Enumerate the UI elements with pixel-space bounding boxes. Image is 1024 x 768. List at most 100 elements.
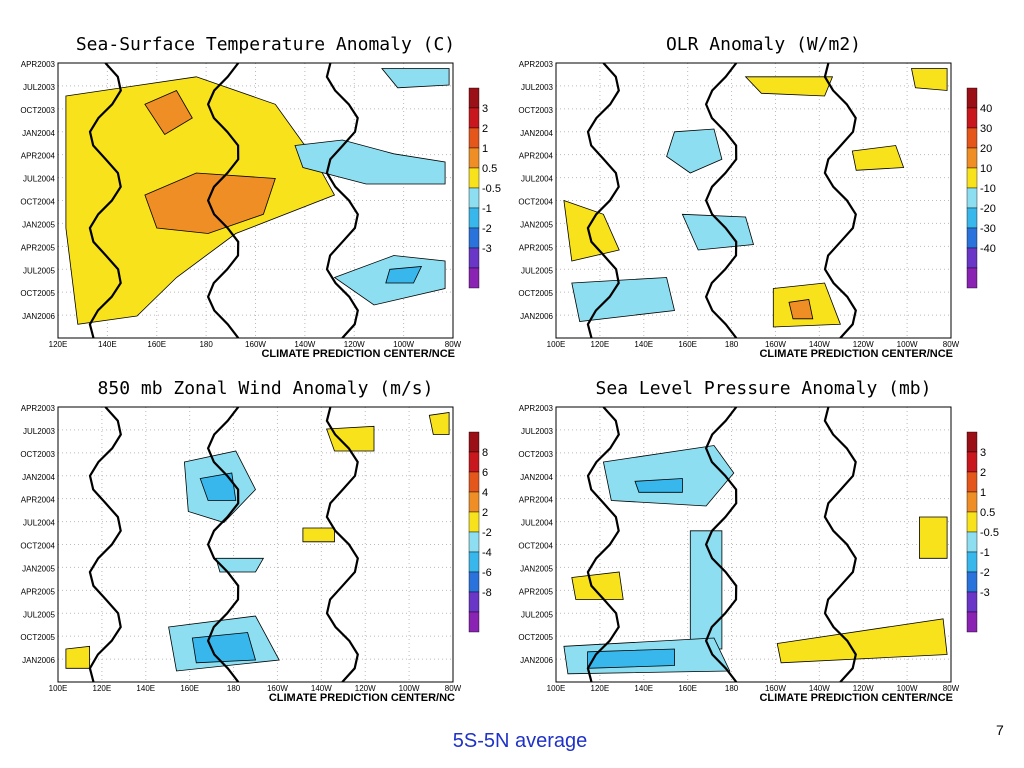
chart2-y-tick-label: APR2004 [21,496,56,505]
chart1-legend-swatch [966,127,978,149]
chart0-legend-label: 1 [482,143,488,155]
chart2-y-tick-label: JAN2006 [22,656,55,665]
chart0-credit: CLIMATE PREDICTION CENTER/NCE [261,348,455,360]
chart1-y-tick-label: OCT2003 [518,106,553,115]
chart3-y-tick-label: OCT2004 [518,542,553,551]
chart0-y-tick-label: APR2003 [21,60,56,69]
chart0-y-tick-label: OCT2004 [20,198,55,207]
chart2-title: 850 mb Zonal Wind Anomaly (m/s) [98,378,434,399]
chart0-legend-label: 3 [482,103,488,115]
chart1-legend-label: -40 [980,243,996,255]
chart-slp: Sea Level Pressure Anomaly (mb) APR2003 JU… [518,378,999,704]
chart3-y-tick-label: OCT2005 [518,633,553,642]
chart0-legend-swatch [468,167,480,189]
chart3-legend-label: 2 [980,467,986,479]
chart3-legend-label: 1 [980,487,986,499]
chart2-y-tick-label: JUL2004 [23,519,56,528]
chart3-x-tick-label: 160E [678,684,697,693]
chart1-anomaly-region [788,299,814,320]
chart0-x-tick-label: 140W [294,340,315,349]
chart3-legend-label: -0.5 [980,527,999,539]
chart0-y-tick-label: APR2004 [21,152,56,161]
chart2-x-tick-label: 100W [399,684,420,693]
chart2-legend-swatch [468,471,480,493]
chart0-legend-swatch [468,267,480,289]
chart1-legend-swatch [966,147,978,169]
chart2-y-tick-label: OCT2003 [20,450,55,459]
chart3-anomaly-region [634,478,683,493]
chart2-y-tick-label: APR2003 [21,404,56,413]
chart3-y-tick-label: JUL2003 [521,427,554,436]
chart0-legend-swatch [468,127,480,149]
chart0-legend-label: 2 [482,123,488,135]
chart1-anomaly-region [571,277,675,322]
chart2-y-tick-label: JUL2003 [23,427,56,436]
chart0-frame [57,62,454,339]
chart2-anomaly-region [65,645,90,669]
chart0-anomaly-region [385,266,423,284]
chart2-x-tick-label: 160W [267,684,288,693]
chart1-legend-swatch [966,207,978,229]
chart3-y-tick-label: JAN2005 [520,564,553,573]
chart3-y-tick-label: OCT2003 [518,450,553,459]
chart0-legend-swatch [468,207,480,229]
chart0-legend-label: -2 [482,223,492,235]
chart1-anomaly-region [911,68,948,91]
chart1-y-tick-label: OCT2004 [518,198,553,207]
chart0-legend-swatch [468,187,480,209]
chart1-frame [555,62,952,339]
chart0-y-tick-label: JAN2006 [22,312,55,321]
chart2-x-tick-label: 100E [49,684,68,693]
chart1-zero-contour [586,63,620,338]
chart1-y-tick-label: OCT2005 [518,289,553,298]
chart2-anomaly-region [302,527,335,543]
chart0-x-tick-label: 120E [49,340,68,349]
chart2-legend-swatch [468,611,480,633]
chart1-x-tick-label: 140W [809,340,830,349]
chart2-zero-contour [325,407,359,682]
chart3-legend-swatch [966,551,978,573]
chart2-frame [57,406,454,683]
chart2-x-tick-label: 120E [93,684,112,693]
chart3-legend-swatch [966,611,978,633]
chart3-y-tick-label: APR2004 [519,496,554,505]
chart3-x-tick-label: 80W [943,684,960,693]
chart3-legend-swatch [966,531,978,553]
chart3-legend-label: -3 [980,587,990,599]
chart2-x-tick-label: 80W [445,684,462,693]
chart0-legend-label: 0.5 [482,163,497,175]
chart1-legend-label: 20 [980,143,992,155]
chart-zonal-wind: 850 mb Zonal Wind Anomaly (m/s) APR2003 JU… [20,378,492,704]
chart3-zero-contour [823,407,857,682]
panel-zonal-wind: 850 mb Zonal Wind Anomaly (m/s) APR2003 JU… [10,372,510,704]
chart2-anomaly-region [215,557,265,573]
chart3-frame [555,406,952,683]
chart3-legend-swatch [966,471,978,493]
chart0-y-tick-label: JAN2004 [22,129,55,138]
chart3-x-tick-label: 100E [547,684,566,693]
chart3-zero-contour [704,407,738,682]
chart1-x-tick-label: 120W [853,340,874,349]
chart2-zero-contour [88,407,122,682]
chart0-legend-label: -1 [482,203,492,215]
chart0-zero-contour [325,63,359,338]
chart2-y-tick-label: JAN2004 [22,473,55,482]
chart1-anomaly-region [744,76,834,97]
chart2-legend-swatch [468,531,480,553]
caption: 5S-5N average [452,730,588,752]
chart0-y-tick-label: OCT2003 [20,106,55,115]
chart2-y-tick-label: JAN2005 [22,564,55,573]
chart2-y-tick-label: JUL2005 [23,610,56,619]
chart2-legend-label: -8 [482,587,492,599]
chart1-legend-label: -30 [980,223,996,235]
chart1-zero-contour [704,63,738,338]
chart1-anomaly-region [666,128,723,174]
chart0-x-tick-label: 140E [98,340,117,349]
panel-slp: Sea Level Pressure Anomaly (mb) APR2003 JU… [508,372,1008,704]
chart1-y-tick-label: JAN2004 [520,129,553,138]
chart3-anomaly-region [587,648,675,669]
chart1-x-tick-label: 140E [634,340,653,349]
chart0-y-tick-label: JUL2005 [23,266,56,275]
chart3-x-tick-label: 120W [853,684,874,693]
chart1-x-tick-label: 180 [725,340,739,349]
